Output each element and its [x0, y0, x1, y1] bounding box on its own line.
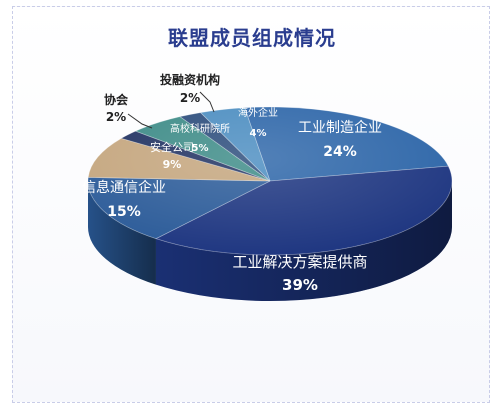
slice-value-7: 2%: [180, 91, 200, 105]
slice-value-5: 2%: [106, 110, 126, 124]
slice-label-4: 安全公司: [150, 140, 194, 154]
chart-title: 联盟成员组成情况: [168, 26, 336, 50]
leader-line-5: [127, 113, 153, 129]
slice-value-6: 5%: [192, 143, 209, 154]
slice-label-2: 工业解决方案提供商: [232, 253, 367, 271]
slice-value-3: 15%: [107, 204, 141, 220]
pie-side-2: [155, 181, 452, 302]
slice-label-5: 协会: [104, 92, 129, 107]
slice-value-4: 9%: [163, 158, 182, 171]
slice-value-8: 4%: [250, 128, 267, 139]
slice-label-1: 工业制造企业: [298, 119, 382, 136]
slice-label-7: 投融资机构: [160, 72, 220, 87]
slice-value-2: 39%: [282, 276, 318, 294]
slice-label-3: 信息通信企业: [82, 179, 166, 196]
slice-label-8: 海外企业: [238, 106, 278, 119]
slice-value-1: 24%: [323, 144, 357, 160]
slice-label-6: 高校科研院所: [170, 122, 230, 135]
leader-line-7: [199, 91, 215, 113]
